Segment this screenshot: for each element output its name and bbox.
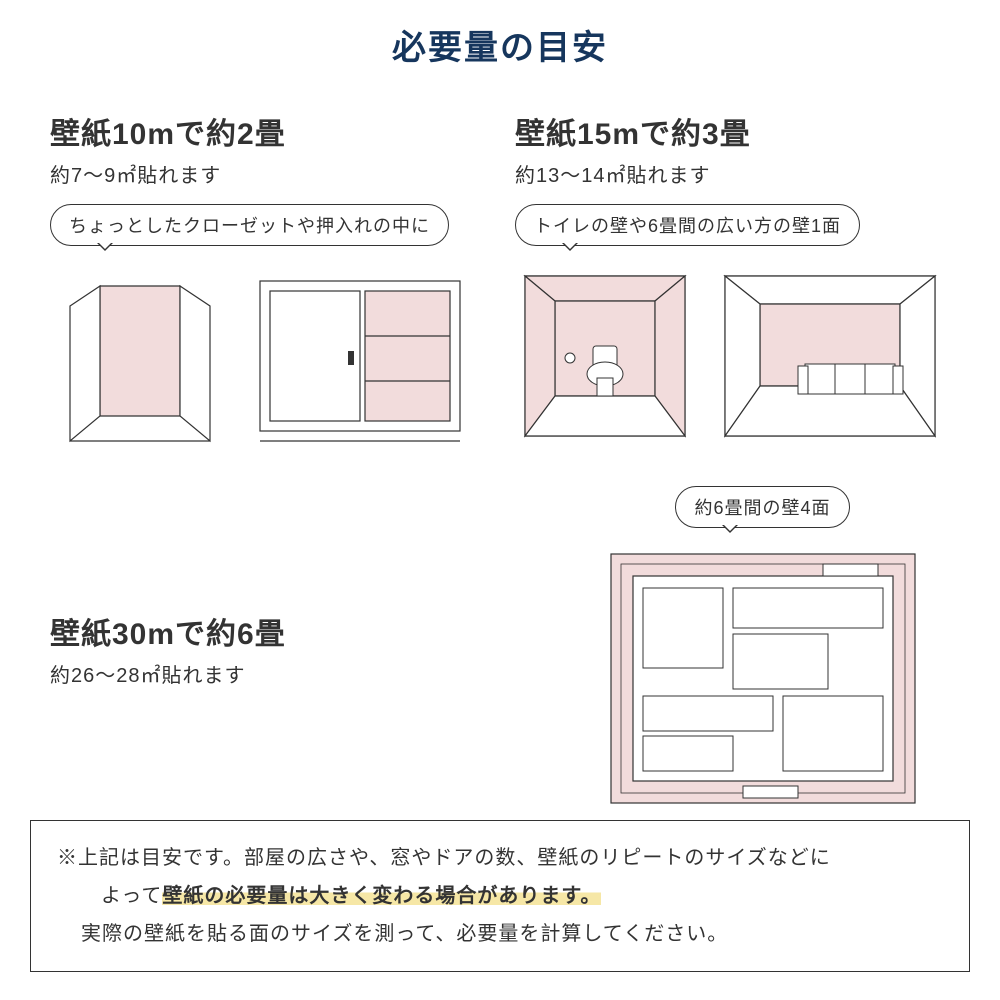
section-30m-text: 壁紙30mで約6畳 約26～28㎡貼れます [50, 609, 485, 688]
toilet-room-illustration-icon [515, 266, 695, 446]
sub-10m: 約7～9㎡貼れます [50, 159, 485, 188]
bubble-30m: 約6畳間の壁4面 [675, 486, 849, 528]
section-10m: 壁紙10mで約2畳 約7～9㎡貼れます ちょっとしたクローゼットや押入れの中に [50, 109, 485, 446]
section-30m-illus: 約6畳間の壁4面 [515, 486, 950, 811]
note-line-1: ※上記は目安です。部屋の広さや、窓やドアの数、壁紙のリピートのサイズなどに [57, 839, 943, 877]
illus-15m [515, 266, 950, 446]
note-line-2-prefix: よって [101, 885, 162, 907]
note-line-3: 実際の壁紙を貼る面のサイズを測って、必要量を計算してください。 [57, 915, 943, 953]
sub-15m: 約13～14㎡貼れます [515, 159, 950, 188]
section-15m: 壁紙15mで約3畳 約13～14㎡貼れます トイレの壁や6畳間の広い方の壁1面 [515, 109, 950, 446]
heading-15m: 壁紙15mで約3畳 [515, 109, 950, 153]
sliding-closet-illustration-icon [250, 266, 470, 446]
bubble-10m: ちょっとしたクローゼットや押入れの中に [50, 204, 449, 246]
page-title: 必要量の目安 [0, 0, 1000, 69]
heading-30m: 壁紙30mで約6畳 [50, 609, 485, 653]
bubble-15m: トイレの壁や6畳間の広い方の壁1面 [515, 204, 860, 246]
closet-illustration-icon [50, 266, 230, 446]
note-box: ※上記は目安です。部屋の広さや、窓やドアの数、壁紙のリピートのサイズなどに よっ… [30, 820, 970, 972]
sub-30m: 約26～28㎡貼れます [50, 659, 485, 688]
floor-plan-illustration-icon [603, 546, 923, 811]
note-highlight: 壁紙の必要量は大きく変わる場合があります。 [162, 885, 601, 907]
living-room-illustration-icon [715, 266, 945, 446]
sections-grid: 壁紙10mで約2畳 約7～9㎡貼れます ちょっとしたクローゼットや押入れの中に [0, 69, 1000, 811]
note-line-2: よって壁紙の必要量は大きく変わる場合があります。 [57, 877, 943, 915]
illus-10m [50, 266, 485, 446]
heading-10m: 壁紙10mで約2畳 [50, 109, 485, 153]
